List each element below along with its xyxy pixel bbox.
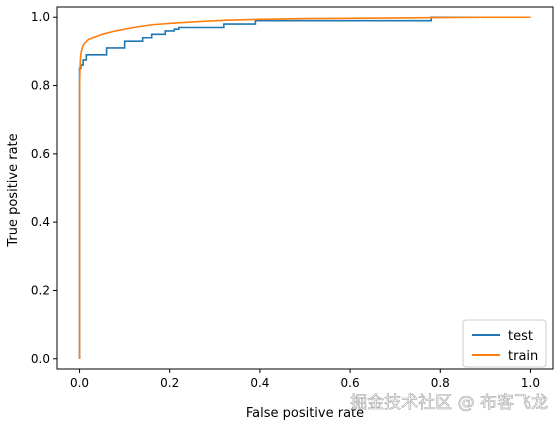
y-tick-label: 0.4 [31, 215, 50, 229]
x-axis-ticks: 0.0 0.2 0.4 0.6 0.8 1.0 [70, 369, 540, 390]
x-tick-label: 0.0 [70, 376, 89, 390]
x-tick-label: 0.4 [250, 376, 269, 390]
y-tick-label: 0.8 [31, 79, 50, 93]
legend: test train [462, 319, 547, 368]
x-axis-label: False positive rate [246, 406, 364, 421]
x-tick-label: 0.2 [160, 376, 179, 390]
series-line-test [78, 16, 531, 359]
plot-lines [78, 16, 531, 359]
y-tick-label: 0.0 [31, 352, 50, 366]
legend-test-label: test [508, 329, 533, 344]
x-tick-label: 0.6 [341, 376, 360, 390]
watermark: 掘金技术社区 @ 布客飞龙 [350, 393, 548, 413]
y-tick-label: 0.2 [31, 283, 50, 297]
x-tick-label: 0.8 [431, 376, 450, 390]
x-tick-label: 1.0 [521, 376, 540, 390]
y-axis-label: True positive rate [6, 133, 21, 247]
y-axis-ticks: 0.0 0.2 0.4 0.6 0.8 1.0 [31, 10, 57, 366]
plot-frame [56, 6, 554, 370]
series-line-train [78, 16, 531, 359]
y-tick-label: 1.0 [31, 10, 50, 24]
y-tick-label: 0.6 [31, 147, 50, 161]
legend-train-label: train [508, 349, 538, 364]
